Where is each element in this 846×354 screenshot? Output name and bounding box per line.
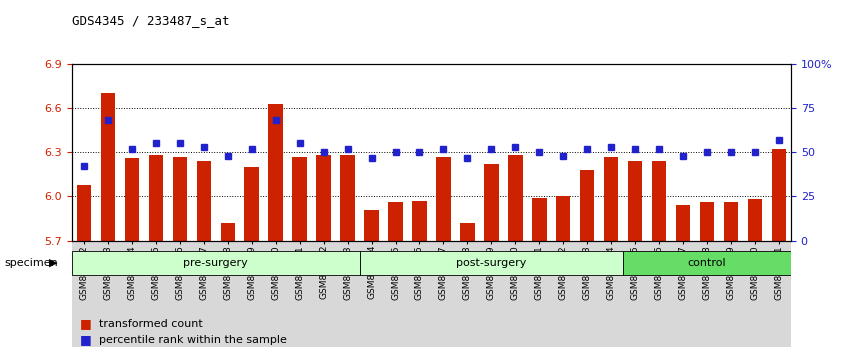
Bar (365, 210, 379, 241)
Bar (460, 223, 475, 241)
Text: control: control (688, 258, 727, 268)
Bar (77, 185, 91, 241)
Bar (412, 201, 426, 241)
Bar (101, 93, 115, 241)
Bar (484, 164, 498, 241)
Bar (508, 155, 523, 241)
Bar (532, 198, 547, 241)
Text: ■: ■ (80, 318, 92, 330)
Bar (316, 155, 331, 241)
Text: post-surgery: post-surgery (456, 258, 526, 268)
Bar (556, 196, 570, 241)
Text: ■: ■ (80, 333, 92, 346)
FancyBboxPatch shape (72, 251, 360, 275)
Bar (244, 167, 259, 241)
Bar (340, 155, 354, 241)
Text: ▶: ▶ (49, 258, 58, 268)
Bar (293, 157, 307, 241)
Bar (676, 205, 690, 241)
Bar (748, 199, 762, 241)
Bar (388, 202, 403, 241)
Text: pre-surgery: pre-surgery (184, 258, 248, 268)
FancyBboxPatch shape (624, 251, 791, 275)
FancyBboxPatch shape (360, 251, 624, 275)
Text: GDS4345 / 233487_s_at: GDS4345 / 233487_s_at (72, 14, 229, 27)
Bar (772, 149, 786, 241)
Text: percentile rank within the sample: percentile rank within the sample (99, 335, 287, 345)
Bar (149, 155, 163, 241)
Bar (437, 157, 451, 241)
Bar (700, 202, 714, 241)
Bar (268, 104, 283, 241)
Bar (124, 158, 139, 241)
Bar (604, 157, 618, 241)
Bar (221, 223, 235, 241)
Text: transformed count: transformed count (99, 319, 203, 329)
Bar (196, 161, 211, 241)
Bar (724, 202, 739, 241)
Bar (652, 161, 667, 241)
Bar (628, 161, 642, 241)
Text: specimen: specimen (4, 258, 58, 268)
Bar (580, 170, 595, 241)
Bar (173, 157, 187, 241)
